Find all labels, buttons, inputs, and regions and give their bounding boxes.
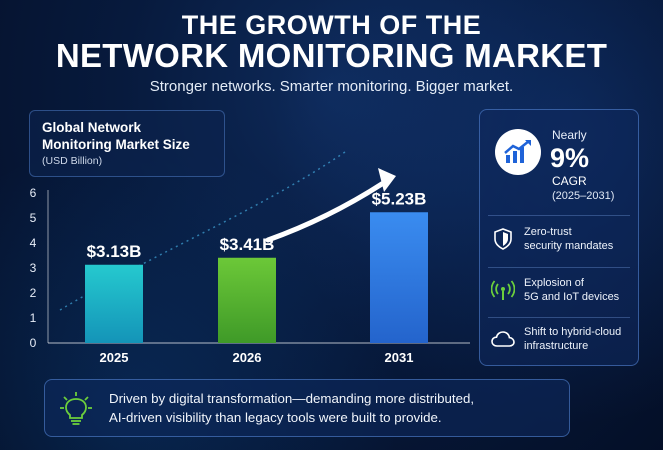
bar-2025	[85, 264, 143, 343]
banner-line2: AI-driven visibility than legacy tools w…	[109, 409, 442, 425]
banner-line1: Driven by digital transformation—demandi…	[109, 391, 475, 406]
feature-zero-trust: Zero-trust security mandates	[490, 225, 636, 253]
feature-5g-iot-line2: 5G and IoT devices	[524, 291, 620, 303]
cagr-nearly: Nearly	[552, 128, 587, 142]
feature-zero-trust-line1: Zero-trust	[524, 226, 572, 238]
panel-divider	[488, 317, 630, 318]
feature-hybrid-cloud-line2: infrastructure	[524, 340, 589, 352]
y-tick-label: 2	[30, 286, 37, 300]
feature-hybrid-cloud-line1: Shift to hybrid-cloud	[524, 326, 622, 338]
page-title-line2: NETWORK MONITORING MARKET	[55, 37, 608, 74]
y-tick-label: 1	[30, 311, 37, 325]
feature-5g-iot: Explosion of 5G and IoT devices	[490, 276, 636, 304]
x-tick-label-2026: 2026	[233, 350, 262, 365]
feature-hybrid-cloud: Shift to hybrid-cloud infrastructure	[490, 325, 636, 353]
x-tick-label-2031: 2031	[385, 350, 414, 365]
data-label-2031: $5.23B	[372, 189, 427, 208]
y-tick-label: 0	[30, 336, 37, 350]
chart-legend-box: Global Network Monitoring Market Size (U…	[29, 110, 225, 177]
data-label-2026: $3.41B	[220, 235, 275, 254]
y-tick-label: 3	[30, 261, 37, 275]
cagr-value: 9%	[550, 143, 590, 173]
growth-arrowhead	[378, 168, 396, 192]
bar-2026	[218, 257, 276, 343]
insight-banner: Driven by digital transformation—demandi…	[44, 379, 570, 437]
cloud-icon	[490, 326, 516, 352]
lightbulb-icon	[59, 391, 93, 427]
y-tick-label: 6	[30, 186, 37, 200]
data-label-2025: $3.13B	[87, 242, 142, 261]
growth-chart-icon	[495, 129, 541, 175]
panel-divider	[488, 267, 630, 268]
y-tick-label: 4	[30, 236, 37, 250]
feature-zero-trust-line2: security mandates	[524, 240, 614, 252]
page-title-line1: THE GROWTH OF THE	[181, 10, 482, 40]
panel-divider	[488, 215, 630, 216]
cagr-range: (2025–2031)	[552, 190, 615, 202]
cagr-label: CAGR	[552, 174, 587, 188]
growth-arrow	[265, 177, 391, 243]
y-tick-label: 5	[30, 211, 37, 225]
chart-unit-label: (USD Billion)	[42, 155, 103, 167]
signal-tower-icon	[490, 277, 516, 303]
shield-icon	[490, 226, 516, 252]
dotted-trend-line	[59, 151, 346, 311]
chart-title: Global Network Monitoring Market Size	[42, 120, 190, 152]
cagr-panel: Nearly 9% CAGR (2025–2031) Zero-trust se…	[479, 109, 639, 366]
page-subtitle: Stronger networks. Smarter monitoring. B…	[149, 78, 514, 95]
bar-2031	[370, 212, 428, 343]
feature-5g-iot-line1: Explosion of	[524, 277, 584, 289]
x-tick-label-2025: 2025	[100, 350, 129, 365]
